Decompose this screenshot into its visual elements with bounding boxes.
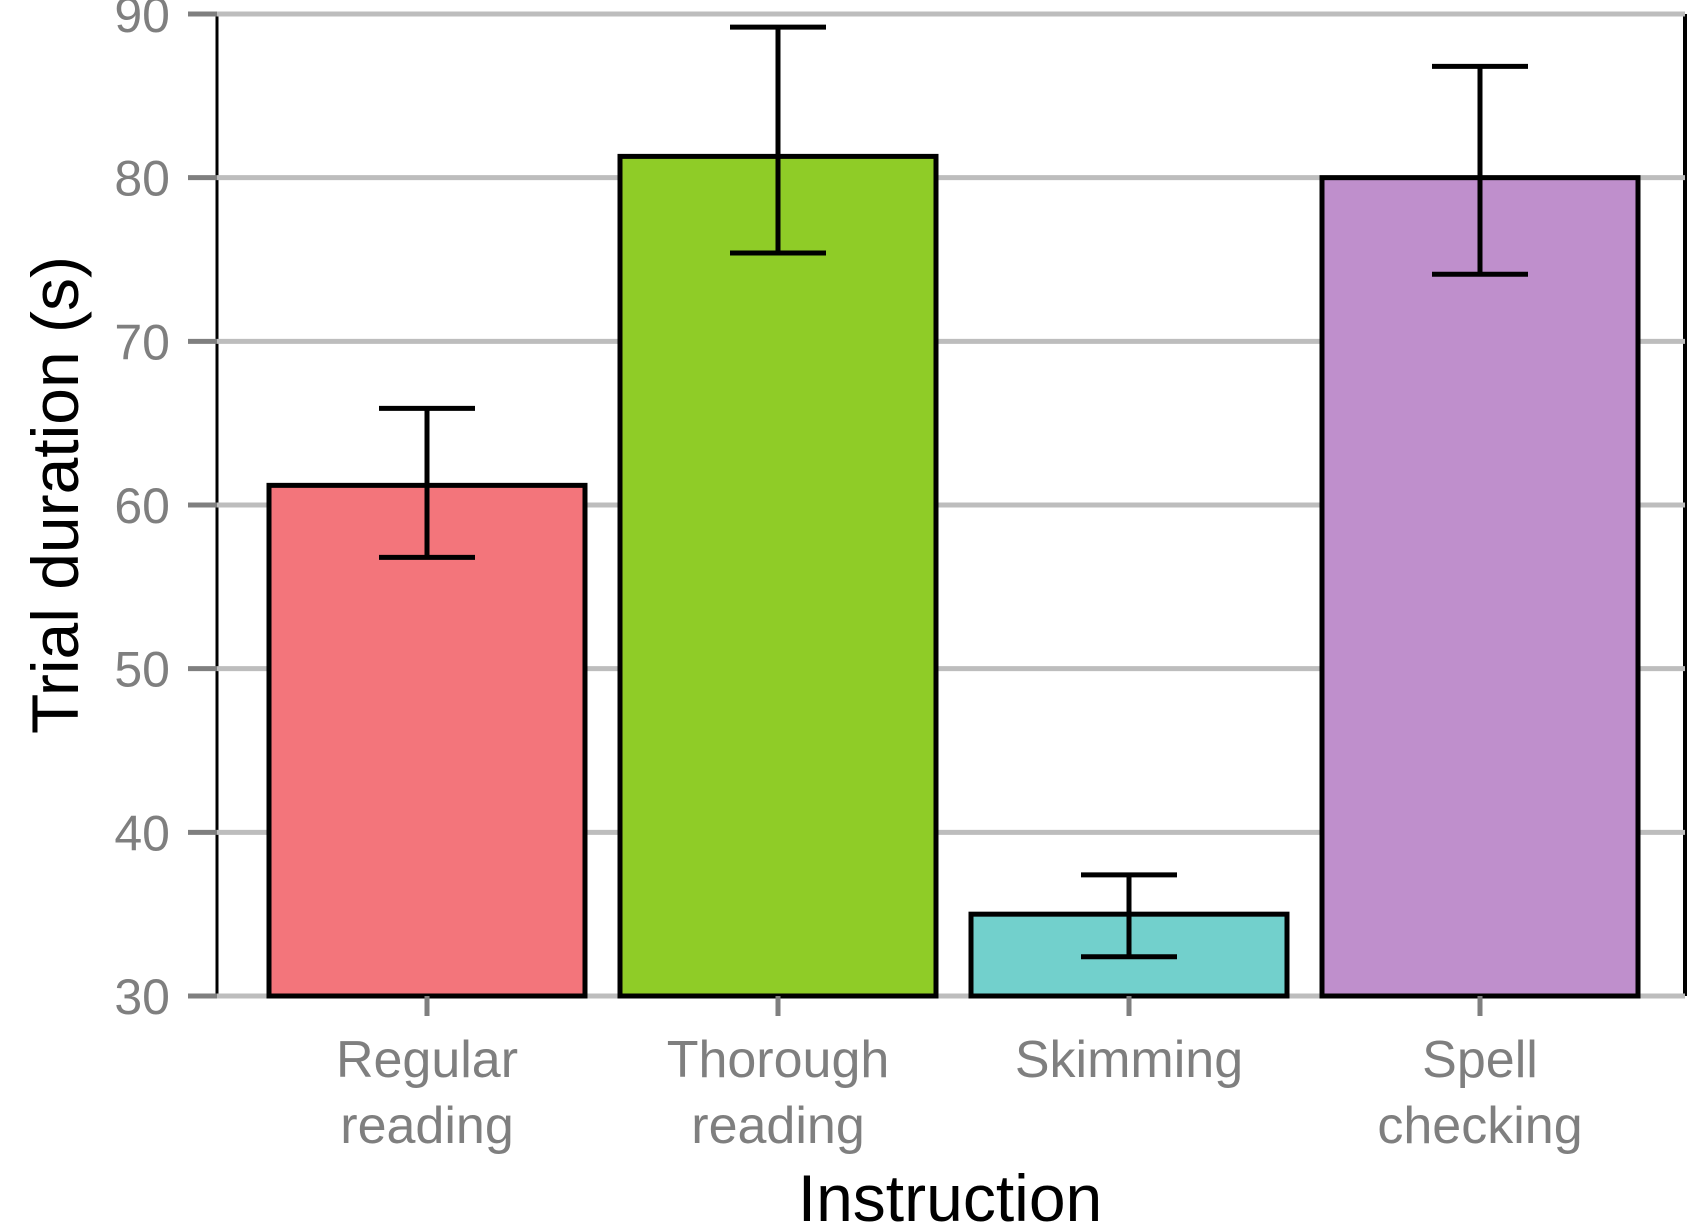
bars [266,153,1641,999]
y-tick-label-70: 70 [114,314,170,370]
y-tick-label-30: 30 [114,969,170,1025]
x-tick-label-2: Skimming [1015,1031,1243,1089]
y-axis-title: Trial duration (s) [18,256,92,734]
x-tick-label-line: Skimming [1015,1031,1243,1089]
x-tick-label-1: Thorough reading [667,1031,890,1155]
x-tick-label-line: reading [340,1097,513,1155]
y-axis-ticks: 30 40 50 60 70 80 90 [114,0,217,1025]
x-tick-label-line: Regular [336,1031,518,1089]
x-tick-label-3: Spell checking [1377,1031,1582,1155]
x-axis-ticks: Regular reading Thorough reading Skimming Spe… [336,996,1583,1155]
x-tick-label-line: reading [691,1097,864,1155]
y-tick-label-40: 40 [114,805,170,861]
x-tick-label-line: Spell [1422,1031,1538,1089]
x-tick-label-line: checking [1377,1097,1582,1155]
y-tick-label-60: 60 [114,478,170,534]
bar-1 [617,153,939,999]
error-bars [379,24,1528,960]
bar-3 [1319,175,1641,999]
y-tick-label-50: 50 [114,642,170,698]
y-tick-label-90: 90 [114,0,170,43]
x-tick-label-line: Thorough [667,1031,890,1089]
y-tick-label-80: 80 [114,151,170,207]
x-axis-title: Instruction [798,1161,1102,1225]
x-tick-label-0: Regular reading [336,1031,518,1155]
bar-0 [266,482,588,999]
